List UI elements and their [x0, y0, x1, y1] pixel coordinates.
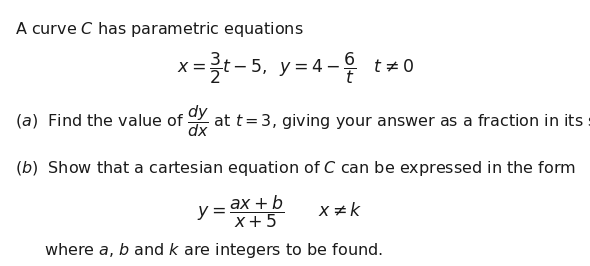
Text: $(a)$  Find the value of $\dfrac{dy}{dx}$ at $t = 3$, giving your answer as a fr: $(a)$ Find the value of $\dfrac{dy}{dx}$… [15, 103, 590, 139]
Text: $(b)$  Show that a cartesian equation of $C$ can be expressed in the form: $(b)$ Show that a cartesian equation of … [15, 159, 576, 178]
Text: A curve $C$ has parametric equations: A curve $C$ has parametric equations [15, 20, 303, 39]
Text: where $a$, $b$ and $k$ are integers to be found.: where $a$, $b$ and $k$ are integers to b… [44, 240, 383, 260]
Text: $y = \dfrac{ax + b}{x + 5} \qquad x \neq k$: $y = \dfrac{ax + b}{x + 5} \qquad x \neq… [198, 193, 363, 230]
Text: $x = \dfrac{3}{2}t - 5,\;\; y = 4 - \dfrac{6}{t} \quad t \neq 0$: $x = \dfrac{3}{2}t - 5,\;\; y = 4 - \dfr… [176, 50, 414, 86]
